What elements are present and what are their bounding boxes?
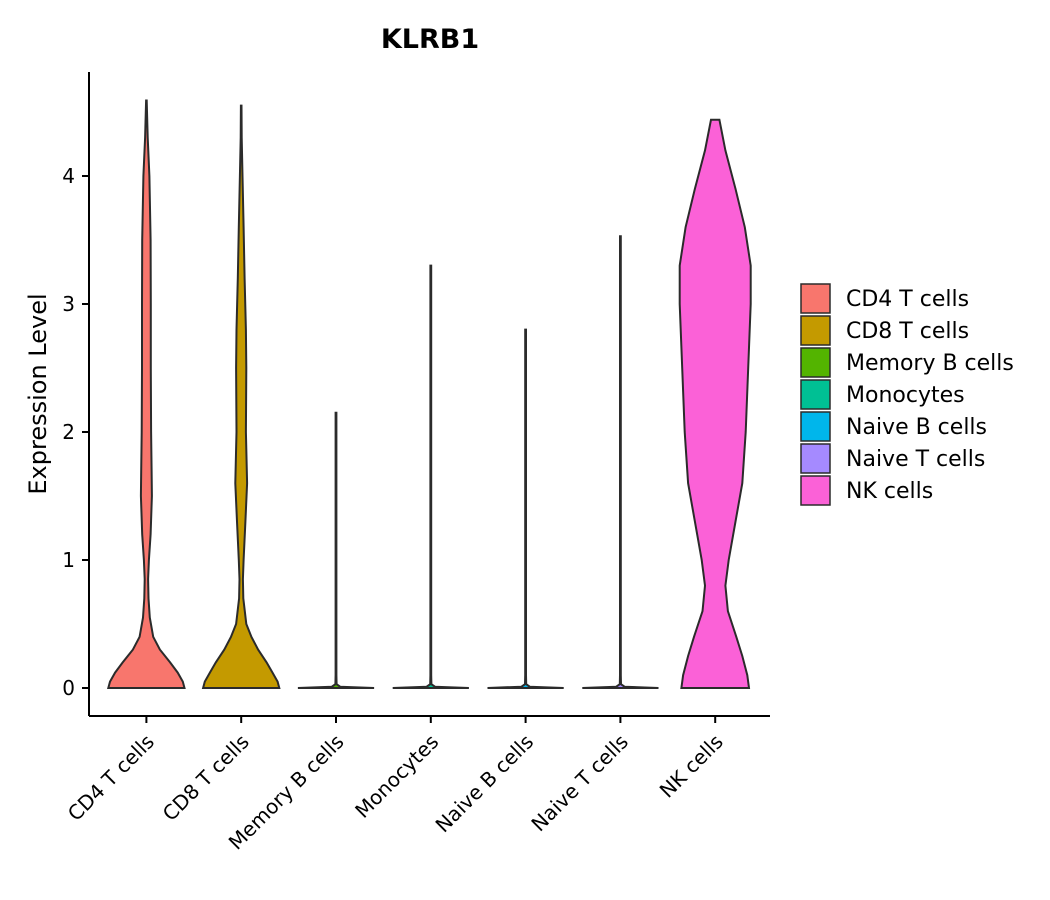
legend: CD4 T cells CD8 T cells Memory B cells Mono… (800, 283, 1014, 506)
legend-label-naive-t-cells: Naive T cells (846, 447, 985, 472)
legend-label-memory-b-cells: Memory B cells (846, 351, 1014, 376)
chart-title: KLRB1 (381, 24, 479, 55)
y-tick-label-2: 2 (62, 420, 75, 444)
violin-naive-t-cells (582, 235, 659, 689)
x-tick-label-cd8-t-cells: CD8 T cells (158, 730, 254, 826)
legend-swatch-monocytes (800, 379, 831, 410)
legend-label-cd8-t-cells: CD8 T cells (846, 319, 969, 344)
violin-naive-b-cells (487, 328, 564, 689)
legend-swatch-nk-cells (800, 475, 831, 506)
violin-layer (106, 99, 752, 689)
x-tick-label-cd4-t-cells: CD4 T cells (63, 730, 159, 826)
legend-swatch-cd8-t-cells (800, 315, 831, 346)
y-axis-label: Expression Level (24, 293, 52, 494)
violin-nk-cells (678, 118, 752, 689)
x-tick-label-naive-t-cells: Naive T cells (526, 730, 633, 837)
y-tick-label-0: 0 (62, 676, 75, 700)
violin-cd4-t-cells (106, 99, 186, 689)
x-tick-label-naive-b-cells: Naive B cells (431, 730, 539, 838)
x-tick-label-monocytes: Monocytes (350, 730, 443, 823)
y-tick-label-1: 1 (62, 548, 75, 572)
violin-monocytes (392, 264, 469, 689)
legend-swatch-naive-b-cells (800, 411, 831, 442)
y-tick-label-4: 4 (62, 164, 75, 188)
legend-label-naive-b-cells: Naive B cells (846, 415, 987, 440)
legend-swatch-naive-t-cells (800, 443, 831, 474)
legend-label-monocytes: Monocytes (846, 383, 965, 408)
legend-swatch-cd4-t-cells (800, 283, 831, 314)
x-tick-label-nk-cells: NK cells (655, 730, 728, 803)
y-tick-label-3: 3 (62, 292, 75, 316)
violin-cd8-t-cells (201, 104, 281, 689)
legend-label-cd4-t-cells: CD4 T cells (846, 287, 969, 312)
legend-label-nk-cells: NK cells (846, 479, 933, 504)
legend-swatch-memory-b-cells (800, 347, 831, 378)
violin-memory-b-cells (297, 411, 375, 689)
